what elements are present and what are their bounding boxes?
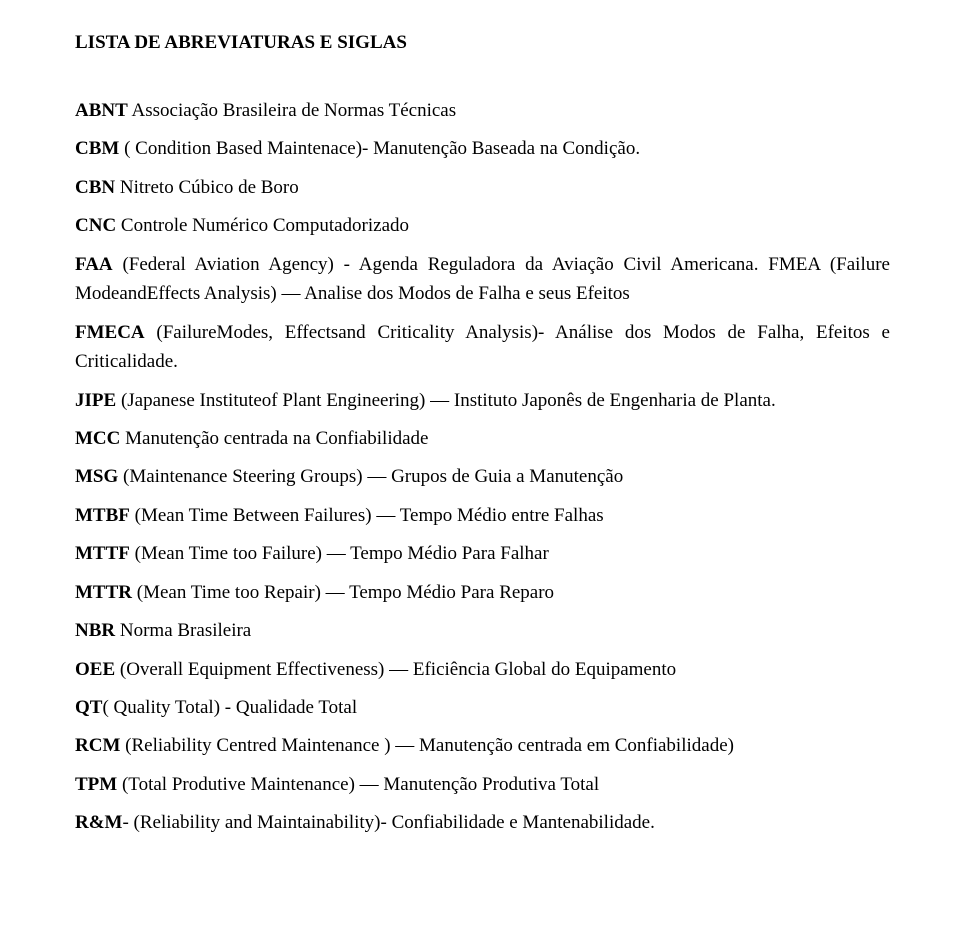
abbr-term: OEE [75, 659, 115, 680]
abbr-term: FAA [75, 254, 113, 275]
abbr-description: (Total Produtive Maintenance) — Manutenç… [117, 774, 599, 795]
abbr-description: Associação Brasileira de Normas Técnicas [128, 100, 456, 121]
abbr-description: (Mean Time too Failure) — Tempo Médio Pa… [130, 543, 549, 564]
abbr-term: JIPE [75, 390, 116, 411]
abbr-term: TPM [75, 774, 117, 795]
abbr-description: ( Condition Based Maintenace)- Manutençã… [119, 138, 640, 159]
abbr-term: FMECA [75, 322, 145, 343]
abbr-entry: MSG (Maintenance Steering Groups) — Grup… [75, 462, 890, 491]
abbr-description: (Mean Time too Repair) — Tempo Médio Par… [132, 582, 554, 603]
abbr-term: CBM [75, 138, 119, 159]
abbr-description: (Maintenance Steering Groups) — Grupos d… [118, 466, 623, 487]
abbr-entry: MCC Manutenção centrada na Confiabilidad… [75, 424, 890, 453]
abbr-description: ( Quality Total) - Qualidade Total [102, 697, 357, 718]
abbr-term: RCM [75, 735, 120, 756]
abbr-description: - (Reliability and Maintainability)- Con… [122, 812, 654, 833]
abbr-entry: FAA (Federal Aviation Agency) - Agenda R… [75, 250, 890, 309]
abbr-description: Nitreto Cúbico de Boro [115, 177, 299, 198]
abbr-description: (Japanese Instituteof Plant Engineering)… [116, 390, 776, 411]
abbr-entry: MTTR (Mean Time too Repair) — Tempo Médi… [75, 578, 890, 607]
abbr-entry: MTBF (Mean Time Between Failures) — Temp… [75, 501, 890, 530]
abbr-term: CNC [75, 215, 116, 236]
abbr-description: Controle Numérico Computadorizado [116, 215, 409, 236]
abbr-entry: RCM (Reliability Centred Maintenance ) —… [75, 731, 890, 760]
abbr-description: (Federal Aviation Agency) - Agenda Regul… [75, 254, 890, 304]
abbr-entry: OEE (Overall Equipment Effectiveness) — … [75, 655, 890, 684]
abbr-term: R&M [75, 812, 122, 833]
abbr-term: MSG [75, 466, 118, 487]
abbr-entry: MTTF (Mean Time too Failure) — Tempo Méd… [75, 539, 890, 568]
abbr-entry: CBM ( Condition Based Maintenace)- Manut… [75, 134, 890, 163]
abbr-description: Manutenção centrada na Confiabilidade [120, 428, 428, 449]
abbreviation-list: ABNT Associação Brasileira de Normas Téc… [75, 96, 890, 838]
abbr-term: NBR [75, 620, 115, 641]
abbr-entry: FMECA (FailureModes, Effectsand Critical… [75, 318, 890, 377]
abbr-entry: QT( Quality Total) - Qualidade Total [75, 693, 890, 722]
abbr-entry: JIPE (Japanese Instituteof Plant Enginee… [75, 386, 890, 415]
abbr-description: (Mean Time Between Failures) — Tempo Méd… [130, 505, 604, 526]
abbr-entry: R&M- (Reliability and Maintainability)- … [75, 808, 890, 837]
abbr-term: MTBF [75, 505, 130, 526]
abbr-term: QT [75, 697, 102, 718]
abbr-entry: CNC Controle Numérico Computadorizado [75, 211, 890, 240]
abbr-entry: CBN Nitreto Cúbico de Boro [75, 173, 890, 202]
abbr-entry: NBR Norma Brasileira [75, 616, 890, 645]
abbr-entry: TPM (Total Produtive Maintenance) — Manu… [75, 770, 890, 799]
abbr-description: Norma Brasileira [115, 620, 251, 641]
abbr-description: (Overall Equipment Effectiveness) — Efic… [115, 659, 676, 680]
abbr-term: ABNT [75, 100, 128, 121]
abbr-entry: ABNT Associação Brasileira de Normas Téc… [75, 96, 890, 125]
abbr-term: MTTF [75, 543, 130, 564]
abbr-description: (Reliability Centred Maintenance ) — Man… [120, 735, 734, 756]
abbr-description: (FailureModes, Effectsand Criticality An… [75, 322, 890, 372]
abbr-term: MCC [75, 428, 120, 449]
abbr-term: CBN [75, 177, 115, 198]
page-title: LISTA DE ABREVIATURAS E SIGLAS [75, 32, 890, 54]
abbr-term: MTTR [75, 582, 132, 603]
